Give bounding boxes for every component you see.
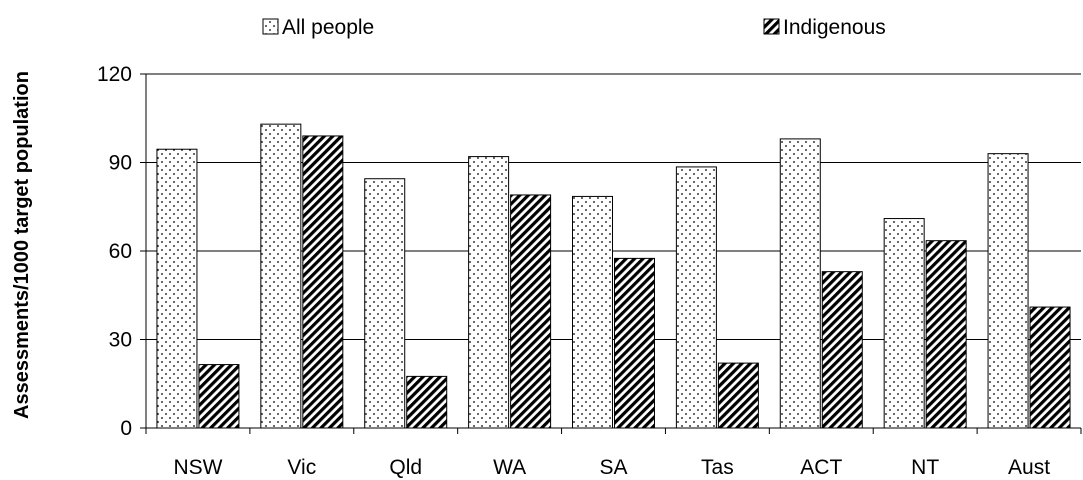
- bar-all-people-nt: [883, 218, 925, 429]
- bar-all-people-tas: [675, 166, 717, 429]
- bar-all-people-qld: [364, 178, 406, 429]
- bar-indigenous-vic: [302, 135, 344, 429]
- bar-all-people-vic: [260, 123, 302, 429]
- legend-item-all-people: All people: [262, 16, 374, 39]
- y-tick-label: 90: [109, 152, 132, 175]
- legend: All people Indigenous: [262, 16, 886, 39]
- bar-indigenous-aust: [1029, 306, 1071, 429]
- y-tick-label: 120: [97, 63, 132, 86]
- x-tick-labels: NSW Vic Qld WA SA Tas ACT NT Aust: [173, 456, 1050, 479]
- bar-indigenous-nsw: [198, 364, 240, 429]
- bar-indigenous-nt: [925, 240, 967, 429]
- bar-indigenous-act: [821, 271, 863, 429]
- legend-swatch-indigenous: [763, 18, 780, 35]
- y-tick-label: 30: [109, 329, 132, 352]
- x-tick-label: NT: [911, 456, 939, 479]
- y-tick-label: 0: [120, 417, 132, 440]
- y-tick-labels: 0 30 60 90 120: [97, 63, 132, 440]
- x-tick-label: SA: [599, 456, 627, 479]
- bars: [156, 123, 1071, 429]
- legend-swatch-all-people: [262, 18, 279, 35]
- y-axis-title: Assessments/1000 target population: [11, 71, 33, 419]
- axes: [140, 73, 1082, 434]
- bar-all-people-wa: [468, 156, 510, 429]
- gridlines: [146, 73, 1081, 340]
- legend-label-all-people: All people: [282, 16, 374, 39]
- bar-indigenous-tas: [717, 362, 759, 429]
- legend-item-indigenous: Indigenous: [763, 16, 886, 39]
- x-tick-label: Qld: [389, 456, 422, 479]
- x-tick-label: WA: [493, 456, 526, 479]
- x-tick-label: Vic: [287, 456, 316, 479]
- x-tick-label: Aust: [1008, 456, 1050, 479]
- x-tick-label: ACT: [800, 456, 842, 479]
- x-tick-label: NSW: [173, 456, 222, 479]
- y-tick-label: 60: [109, 240, 132, 263]
- bar-indigenous-wa: [510, 194, 552, 429]
- bar-indigenous-qld: [406, 375, 448, 429]
- bar-indigenous-sa: [614, 257, 655, 429]
- bar-all-people-aust: [987, 153, 1029, 429]
- x-tick-label: Tas: [701, 456, 734, 479]
- bar-all-people-sa: [572, 195, 613, 429]
- bar-all-people-nsw: [156, 148, 198, 429]
- legend-label-indigenous: Indigenous: [783, 16, 886, 39]
- bar-all-people-act: [779, 138, 821, 429]
